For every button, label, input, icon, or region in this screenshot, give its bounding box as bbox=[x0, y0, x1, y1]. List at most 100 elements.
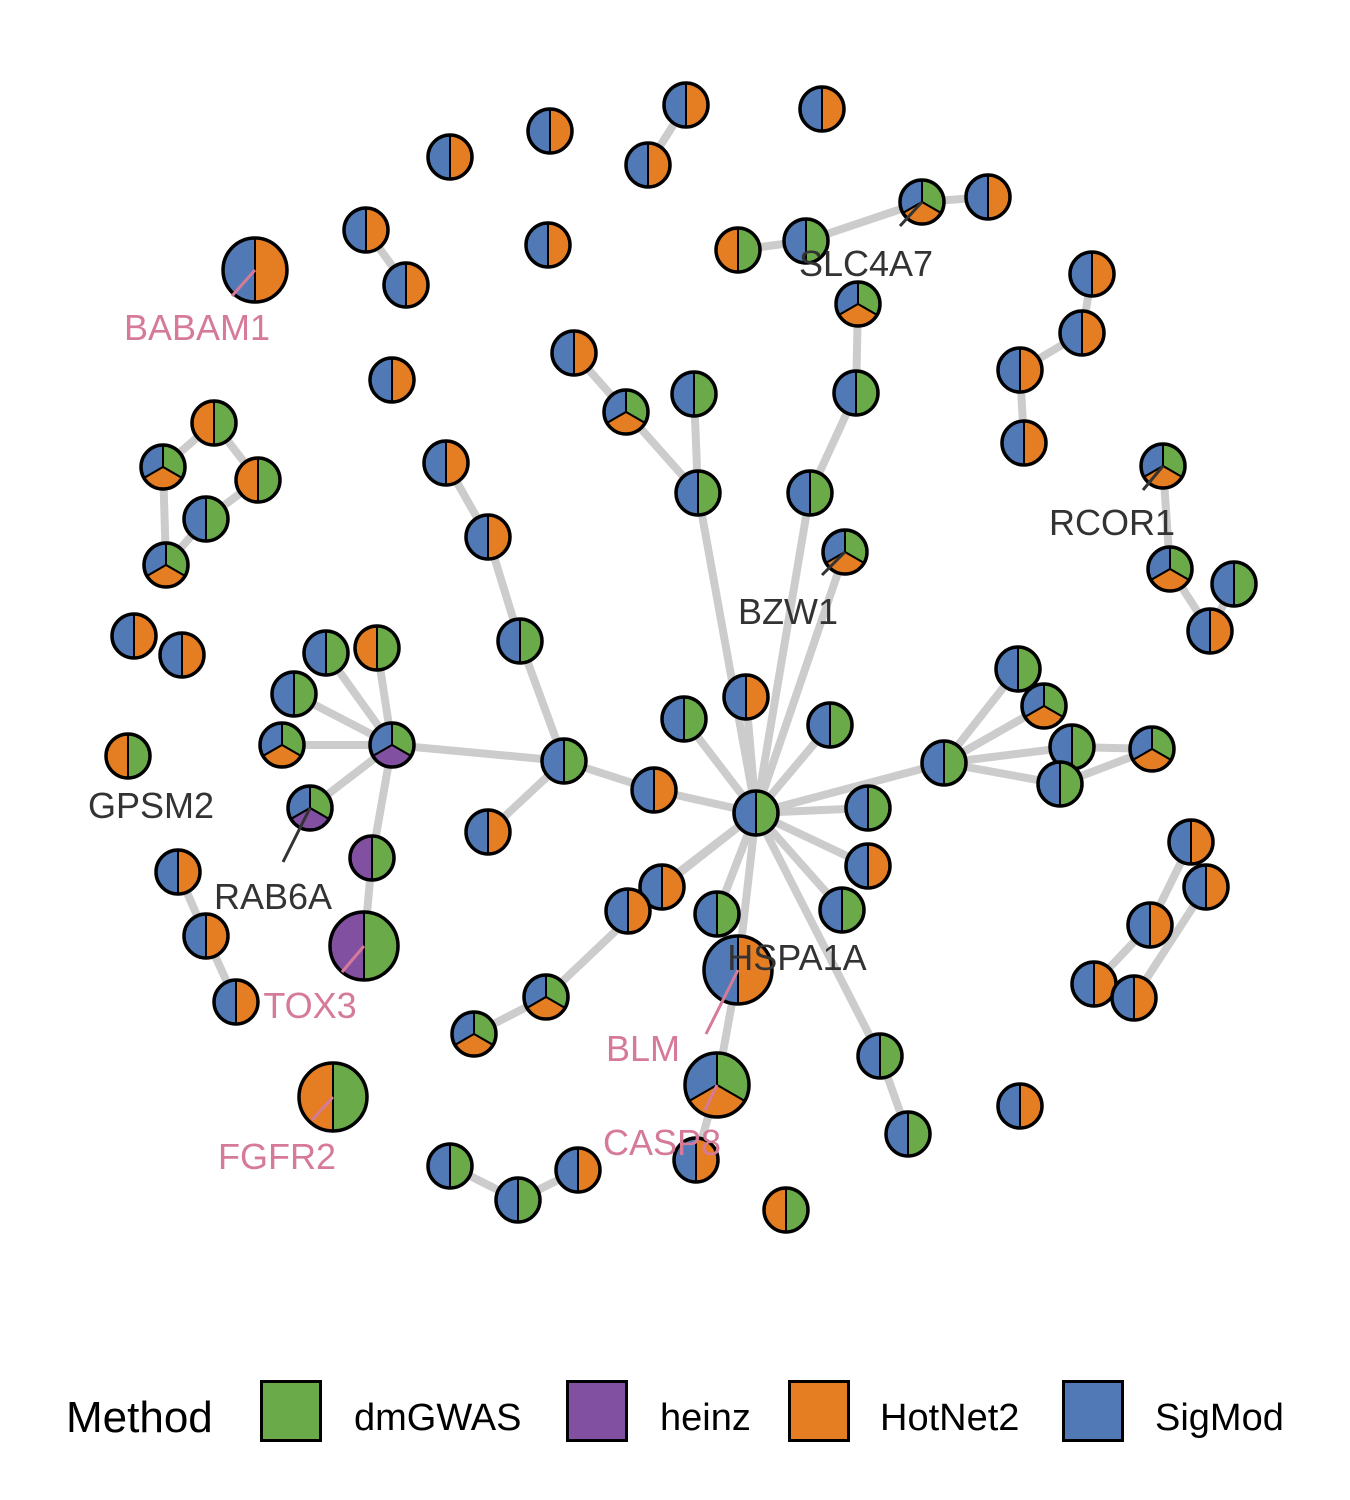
gene-node[interactable] bbox=[994, 645, 1042, 693]
gene-labels: BABAM1 SLC4A7 RCOR1 BZW1 GPSM2 RAB6A TOX… bbox=[88, 200, 1175, 1177]
gene-node[interactable] bbox=[856, 1032, 904, 1080]
gene-node[interactable] bbox=[660, 695, 708, 743]
legend-label-dmgwas: dmGWAS bbox=[354, 1397, 522, 1439]
gene-node[interactable] bbox=[693, 890, 741, 938]
gene-node[interactable] bbox=[302, 629, 350, 677]
legend: Method dmGWAS heinz HotNet2 SigMod bbox=[0, 1375, 1350, 1465]
gene-node[interactable] bbox=[270, 670, 318, 718]
gene-node[interactable] bbox=[834, 280, 882, 328]
gene-node[interactable] bbox=[190, 399, 238, 447]
gene-node[interactable] bbox=[674, 469, 722, 517]
gene-node[interactable] bbox=[554, 1146, 602, 1194]
gene-node[interactable] bbox=[832, 369, 880, 417]
gene-node[interactable] bbox=[1146, 545, 1194, 593]
gene-node[interactable] bbox=[353, 624, 401, 672]
gene-node[interactable] bbox=[422, 439, 470, 487]
legend-key-sigmod bbox=[1062, 1380, 1124, 1442]
gene-node[interactable] bbox=[818, 886, 866, 934]
gene-node[interactable] bbox=[786, 469, 834, 517]
gene-node[interactable] bbox=[1048, 723, 1096, 771]
gene-node[interactable] bbox=[1110, 974, 1158, 1022]
gene-node[interactable] bbox=[221, 236, 289, 304]
gene-node[interactable] bbox=[1068, 250, 1116, 298]
gene-node[interactable] bbox=[1182, 863, 1230, 911]
gene-node[interactable] bbox=[426, 1142, 474, 1190]
gene-node[interactable] bbox=[1126, 901, 1174, 949]
gene-node[interactable] bbox=[142, 541, 190, 589]
gene-node[interactable] bbox=[110, 612, 158, 660]
gene-node[interactable] bbox=[1036, 760, 1084, 808]
gene-node[interactable] bbox=[602, 388, 650, 436]
gene-node[interactable] bbox=[154, 848, 202, 896]
gene-node[interactable] bbox=[104, 732, 152, 780]
gene-node[interactable] bbox=[1128, 725, 1176, 773]
gene-node[interactable] bbox=[624, 141, 672, 189]
gene-node[interactable] bbox=[550, 329, 598, 377]
gene-node[interactable] bbox=[522, 973, 570, 1021]
gene-node[interactable] bbox=[450, 1010, 498, 1058]
gene-node[interactable] bbox=[798, 85, 846, 133]
legend-label-hotnet2: HotNet2 bbox=[880, 1397, 1020, 1439]
gene-node[interactable] bbox=[212, 978, 260, 1026]
gene-node[interactable] bbox=[630, 766, 678, 814]
gene-node[interactable] bbox=[844, 842, 892, 890]
gene-node[interactable] bbox=[342, 206, 390, 254]
gene-node[interactable] bbox=[524, 221, 572, 269]
gene-node[interactable] bbox=[996, 1082, 1044, 1130]
gene-node[interactable] bbox=[714, 226, 762, 274]
legend-key-hotnet2 bbox=[788, 1380, 850, 1442]
gene-node[interactable] bbox=[604, 887, 652, 935]
gene-node[interactable] bbox=[662, 81, 710, 129]
gene-node[interactable] bbox=[328, 910, 400, 982]
gene-node[interactable] bbox=[382, 261, 430, 309]
gene-node[interactable] bbox=[1058, 309, 1106, 357]
legend-key-dmgwas bbox=[260, 1380, 322, 1442]
gene-node[interactable] bbox=[182, 912, 230, 960]
gene-node[interactable] bbox=[496, 617, 544, 665]
gene-node[interactable] bbox=[1000, 419, 1048, 467]
gene-node[interactable] bbox=[526, 107, 574, 155]
gene-node[interactable] bbox=[683, 1051, 751, 1119]
gene-node[interactable] bbox=[996, 346, 1044, 394]
gene-node[interactable] bbox=[464, 808, 512, 856]
gene-node[interactable] bbox=[1186, 607, 1234, 655]
legend-label-sigmod: SigMod bbox=[1155, 1397, 1284, 1439]
gene-node[interactable] bbox=[762, 1186, 810, 1234]
gene-node[interactable] bbox=[368, 356, 416, 404]
label-tox3: TOX3 bbox=[263, 985, 356, 1026]
gene-node[interactable] bbox=[670, 370, 718, 418]
label-hspa1a: HSPA1A bbox=[727, 937, 866, 978]
gene-node[interactable] bbox=[1139, 442, 1187, 490]
gene-node[interactable] bbox=[722, 673, 770, 721]
gene-node[interactable] bbox=[1210, 560, 1258, 608]
gene-node[interactable] bbox=[348, 834, 396, 882]
gene-node[interactable] bbox=[1020, 682, 1068, 730]
label-blm: BLM bbox=[606, 1028, 680, 1069]
gene-node[interactable] bbox=[806, 701, 854, 749]
gene-node[interactable] bbox=[1070, 960, 1118, 1008]
gene-node[interactable] bbox=[732, 789, 780, 837]
legend-title: Method bbox=[66, 1393, 213, 1442]
gene-node[interactable] bbox=[782, 217, 830, 265]
gene-node[interactable] bbox=[821, 528, 869, 576]
gene-node[interactable] bbox=[844, 784, 892, 832]
gene-node[interactable] bbox=[158, 631, 206, 679]
gene-node[interactable] bbox=[182, 495, 230, 543]
gene-node[interactable] bbox=[234, 456, 282, 504]
gene-node[interactable] bbox=[368, 721, 416, 769]
label-gpsm2: GPSM2 bbox=[88, 785, 214, 826]
gene-node[interactable] bbox=[638, 863, 686, 911]
gene-node[interactable] bbox=[1167, 818, 1215, 866]
gene-node[interactable] bbox=[540, 737, 588, 785]
gene-node[interactable] bbox=[920, 739, 968, 787]
gene-node[interactable] bbox=[297, 1061, 369, 1133]
gene-node[interactable] bbox=[898, 178, 946, 226]
gene-node[interactable] bbox=[258, 721, 306, 769]
gene-node[interactable] bbox=[464, 513, 512, 561]
gene-node[interactable] bbox=[964, 173, 1012, 221]
gene-node[interactable] bbox=[426, 133, 474, 181]
gene-node[interactable] bbox=[139, 443, 187, 491]
gene-node[interactable] bbox=[672, 1136, 720, 1184]
gene-node[interactable] bbox=[494, 1176, 542, 1224]
gene-node[interactable] bbox=[884, 1110, 932, 1158]
